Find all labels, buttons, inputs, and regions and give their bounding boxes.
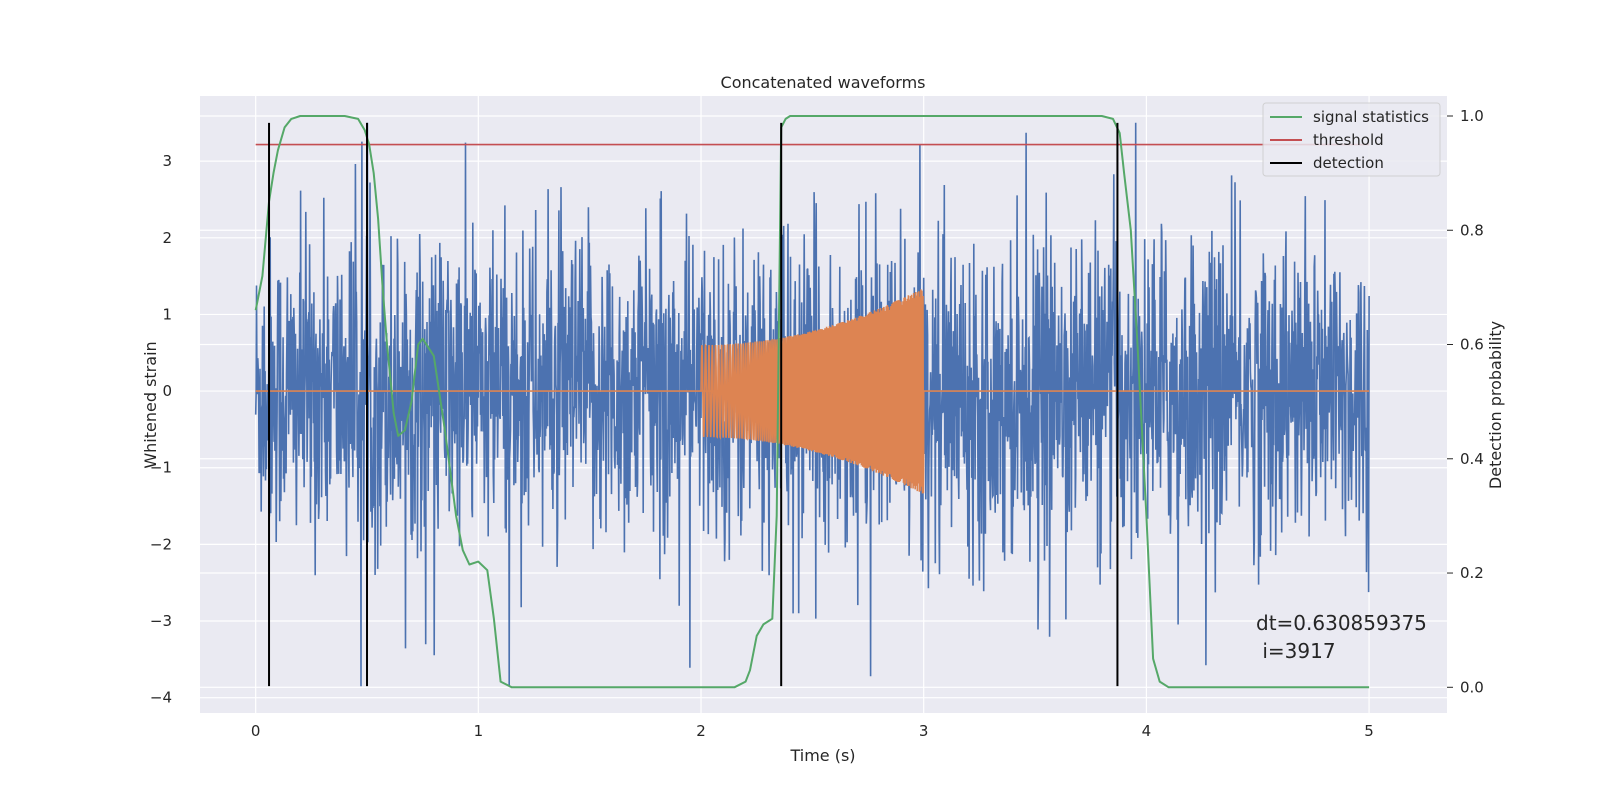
y-axis-title: Whitened strain <box>141 341 160 468</box>
x-tick-label-4: 4 <box>1142 722 1152 740</box>
y2-axis-title: Detection probability <box>1486 321 1505 489</box>
y-tick-label-7: 3 <box>162 152 172 170</box>
annotation-dt: dt=0.630859375 <box>1256 611 1427 635</box>
injection-layer <box>255 289 1370 494</box>
y2-tick-label-1: 0.2 <box>1460 564 1484 582</box>
y2-tick-label-2: 0.4 <box>1460 450 1484 468</box>
legend-label-signal-statistics: signal statistics <box>1313 108 1429 126</box>
x-tick-label-2: 2 <box>696 722 706 740</box>
y2-tick-label-4: 0.8 <box>1460 221 1484 239</box>
y2-tick-label-5: 1.0 <box>1460 107 1484 125</box>
y-tick-label-6: 2 <box>162 229 172 247</box>
y2-tick-label-0: 0.0 <box>1460 678 1484 696</box>
annotation-i: i=3917 <box>1256 639 1336 663</box>
injection-chirp-line <box>700 289 925 494</box>
y-tick-label-1: −3 <box>150 612 172 630</box>
x-axis-title: Time (s) <box>789 746 855 765</box>
x-tick-label-3: 3 <box>919 722 929 740</box>
legend-box <box>1262 102 1441 177</box>
axes-layer: 0 1 2 3 4 5 −4 −3 −2 −1 0 1 2 3 0.0 0.2 0.4 0.6 0.8 1.0 <box>150 107 1484 740</box>
legend-label-detection: detection <box>1313 154 1384 172</box>
y-tick-label-2: −2 <box>150 535 172 553</box>
legend-label-threshold: threshold <box>1313 131 1384 149</box>
y-tick-label-5: 1 <box>162 305 172 323</box>
x-tick-label-5: 5 <box>1364 722 1374 740</box>
chart-title: Concatenated waveforms <box>721 73 926 92</box>
y-tick-label-0: −4 <box>150 689 172 707</box>
signal-statistics-line <box>254 115 1370 689</box>
legend: signal statistics threshold detection <box>1262 102 1441 177</box>
y-tick-label-4: 0 <box>162 382 172 400</box>
signal-statistics-layer <box>254 115 1370 689</box>
x-tick-label-0: 0 <box>251 722 261 740</box>
detection-layer <box>268 122 1119 687</box>
y-tick-label-3: −1 <box>150 459 172 477</box>
x-tick-label-1: 1 <box>474 722 484 740</box>
y2-tick-label-3: 0.6 <box>1460 336 1484 354</box>
